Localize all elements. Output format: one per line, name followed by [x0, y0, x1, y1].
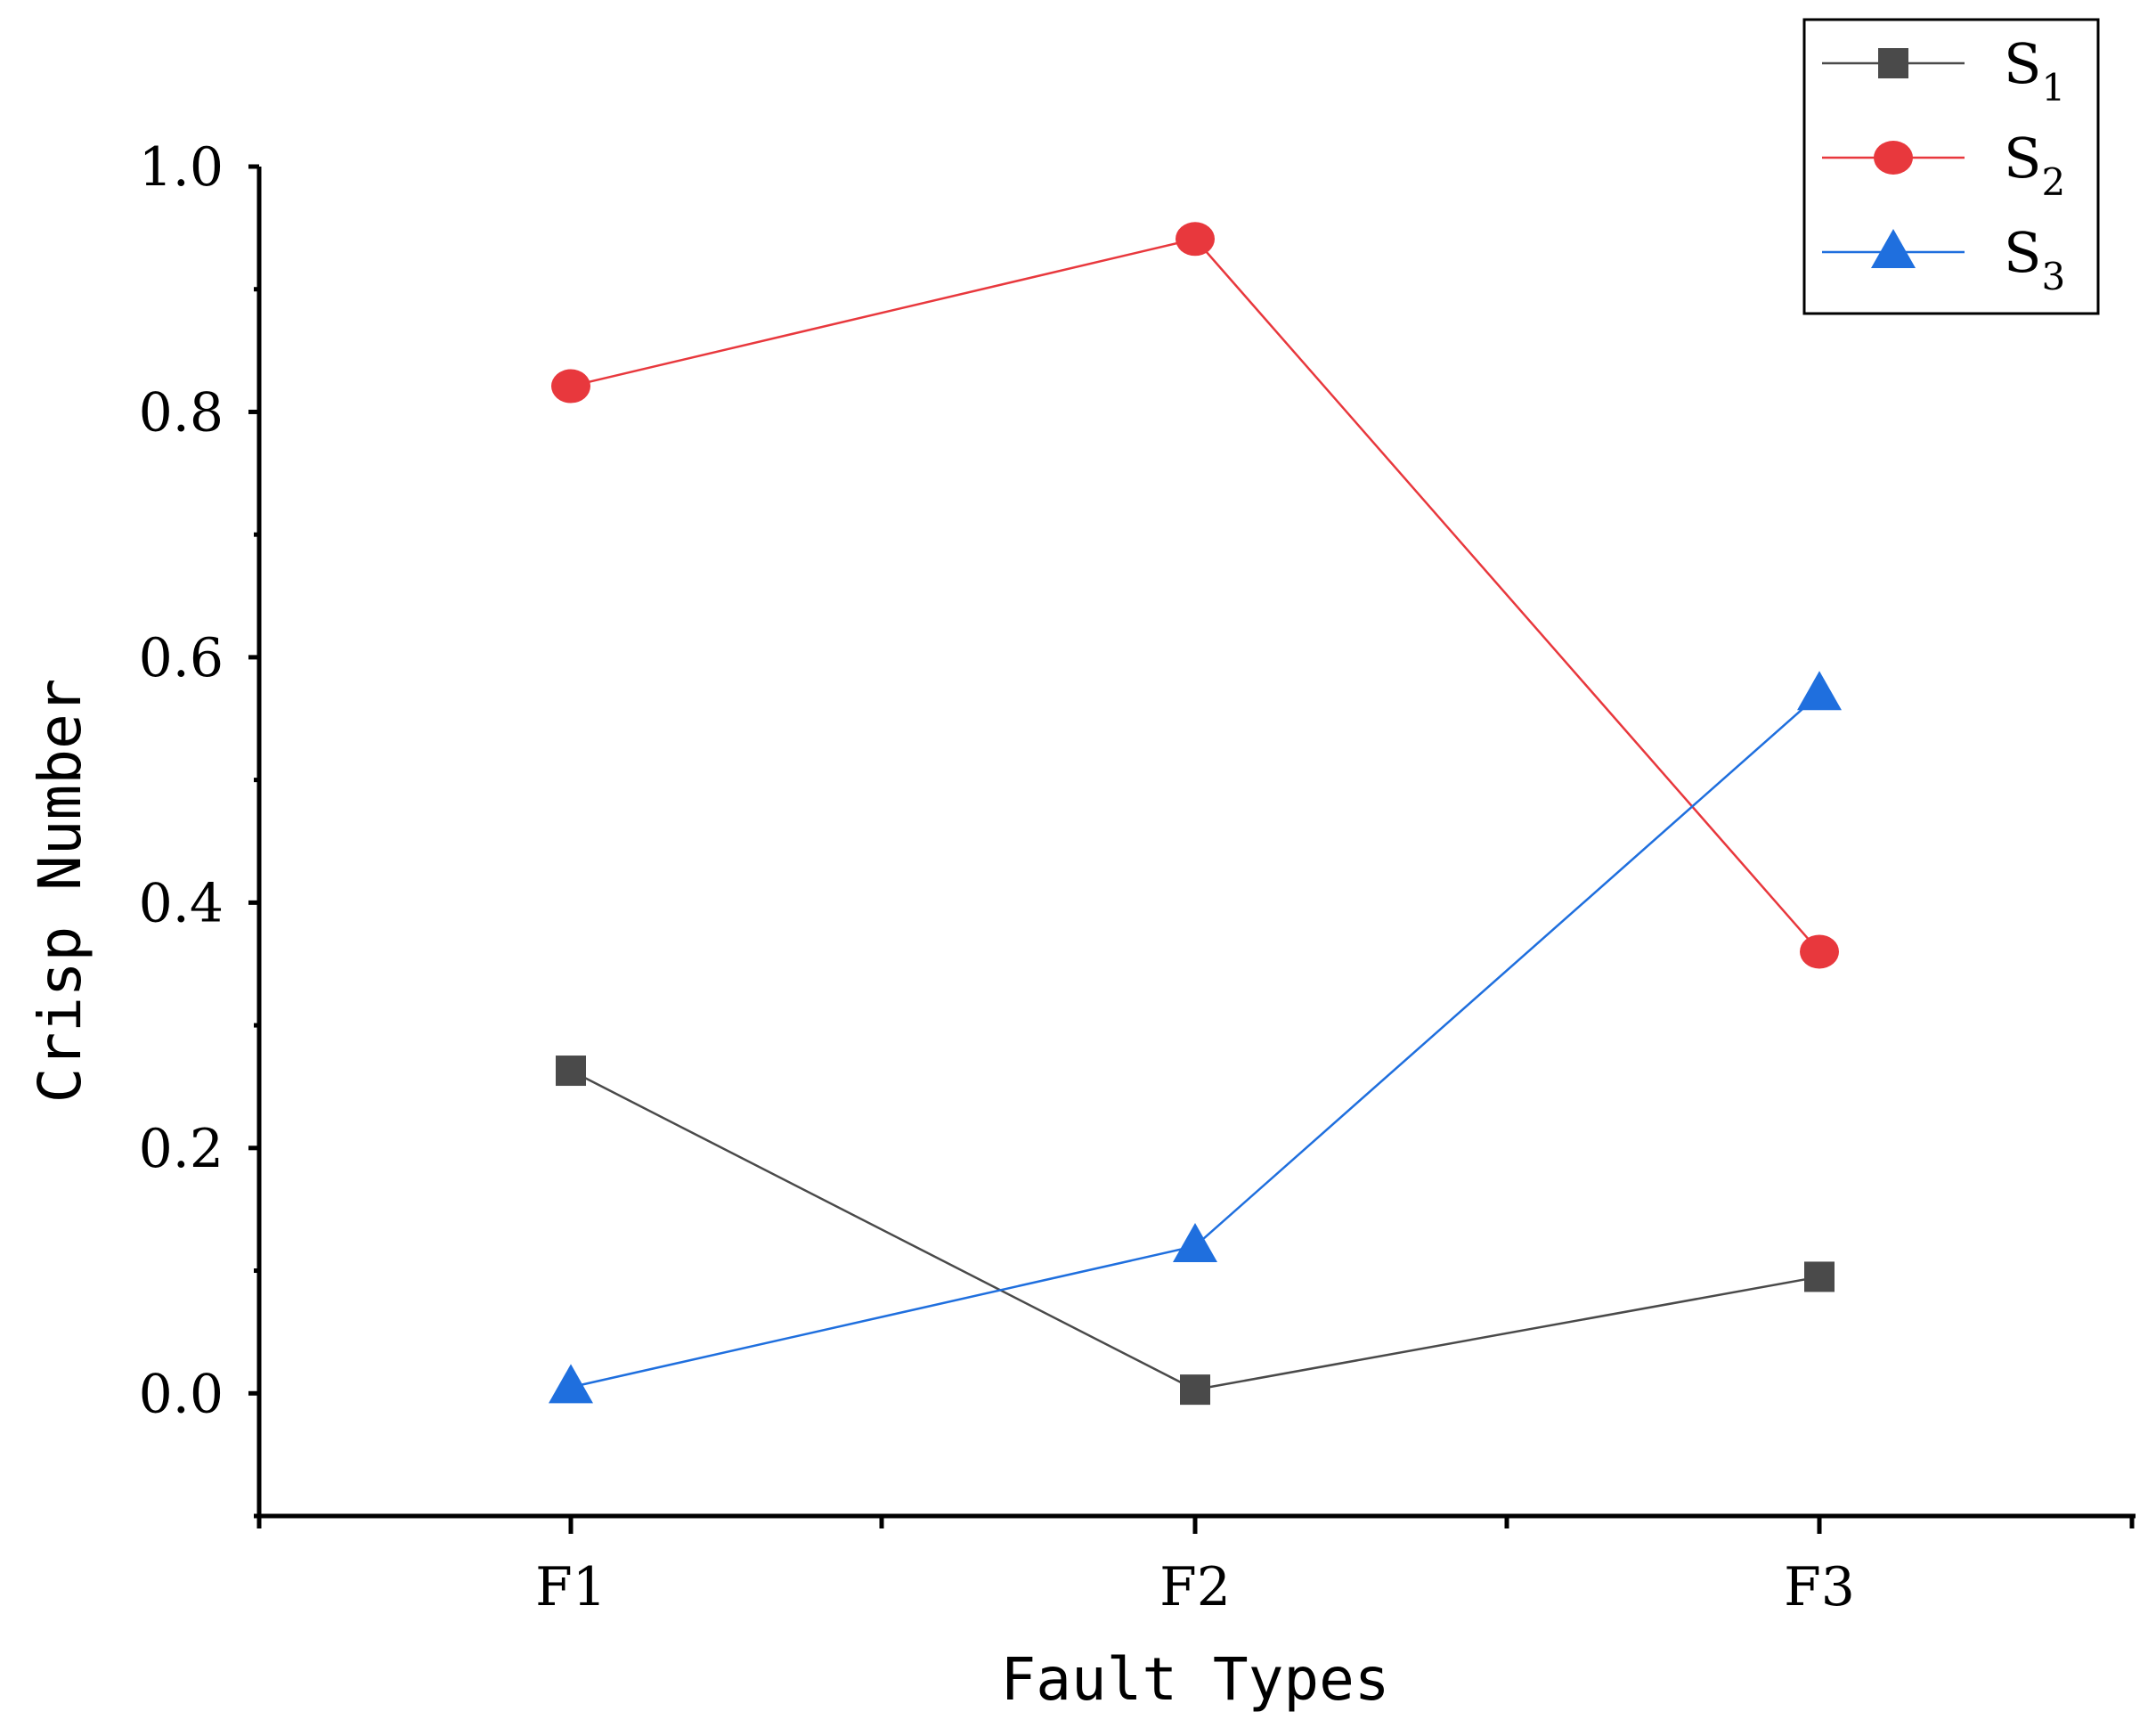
- y-tick-label: 0.6: [139, 627, 224, 689]
- axes: [256, 167, 2136, 1519]
- legend-label-s1: S1: [2004, 31, 2065, 110]
- legend-label-subscript: 2: [2041, 160, 2065, 204]
- series-line-s3: [570, 693, 1820, 1389]
- y-axis-title: Crisp Number: [26, 679, 94, 1104]
- y-ticks: 0.0 0.2 0.4 0.6 0.8 1.0: [139, 136, 259, 1519]
- series-s3: [549, 671, 1842, 1404]
- y-tick-label: 0.8: [139, 381, 224, 444]
- y-tick-label: 0.4: [139, 872, 224, 934]
- legend-label-main: S: [2004, 126, 2041, 191]
- legend-marker-s2: [1874, 141, 1913, 175]
- series-group: [549, 222, 1842, 1406]
- y-tick-label: 0.2: [139, 1118, 224, 1180]
- y-tick-label: 0.0: [139, 1363, 224, 1425]
- data-point-s1-f3: [1804, 1261, 1835, 1292]
- data-point-s3-f3: [1797, 671, 1842, 711]
- legend-entry-s3: S3: [1822, 220, 2065, 298]
- legend-entry-s1: S1: [1822, 31, 2065, 110]
- series-s1: [556, 1056, 1835, 1406]
- legend-marker-s1: [1878, 48, 1908, 78]
- legend-label-subscript: 3: [2041, 255, 2065, 298]
- data-point-s3-f1: [549, 1364, 593, 1404]
- x-tick-label: F3: [1784, 1556, 1855, 1618]
- series-line-s2: [570, 237, 1820, 953]
- legend-frame: [1802, 18, 2100, 315]
- legend-marker-s3: [1871, 229, 1916, 268]
- legend-entry-s2: S2: [1822, 126, 2065, 204]
- x-axis-title: Fault Types: [1000, 1645, 1389, 1714]
- legend-label-s3: S3: [2004, 220, 2065, 298]
- legend-label-main: S: [2004, 220, 2041, 285]
- data-point-s3-f2: [1173, 1223, 1217, 1262]
- data-point-s1-f2: [1180, 1374, 1210, 1406]
- legend-label-subscript: 1: [2041, 66, 2065, 110]
- x-tick-label: F2: [1159, 1556, 1231, 1618]
- series-s2: [551, 222, 1839, 969]
- data-point-s1-f1: [556, 1056, 586, 1087]
- data-point-s2-f1: [551, 369, 590, 403]
- y-tick-label: 1.0: [139, 136, 224, 199]
- x-ticks: F1 F2 F3: [256, 1516, 2135, 1618]
- legend-label-s2: S2: [2004, 126, 2065, 204]
- data-point-s2-f3: [1800, 934, 1839, 969]
- legend-label-main: S: [2004, 31, 2041, 96]
- data-point-s2-f2: [1176, 222, 1215, 257]
- x-tick-label: F1: [535, 1556, 606, 1618]
